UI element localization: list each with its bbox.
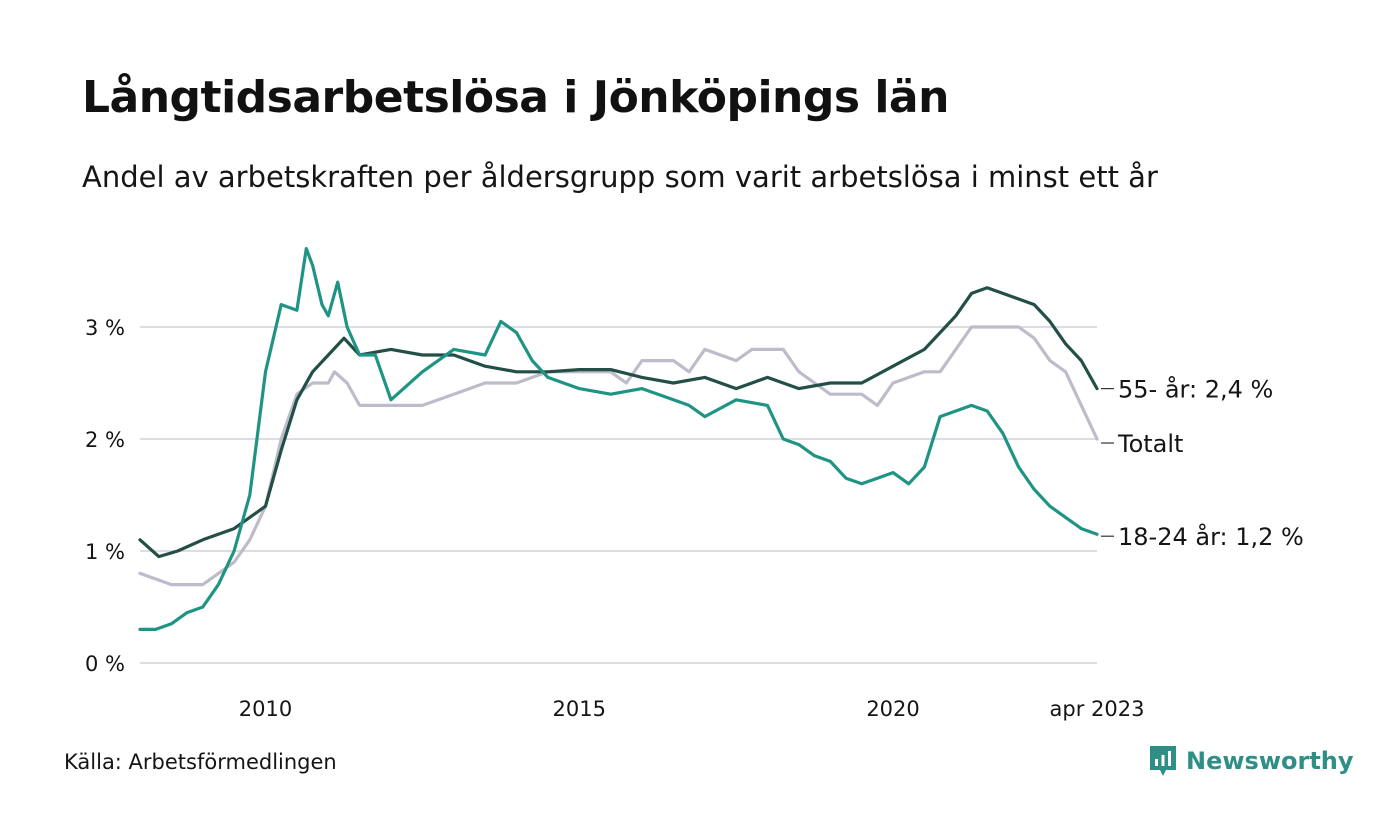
x-tick-label: 2020 [866,697,919,721]
y-tick-label: 1 % [85,540,125,564]
y-tick-label: 0 % [85,652,125,676]
source-note: Källa: Arbetsförmedlingen [64,750,337,774]
chart-title: Långtidsarbetslösa i Jönköpings län [82,72,949,123]
x-tick-label: 2010 [239,697,292,721]
brand-name: Newsworthy [1186,747,1354,775]
series-layer [138,247,1099,632]
x-tick-label: apr 2023 [1050,697,1145,721]
end-label-age18_24: 18-24 år: 1,2 % [1118,522,1304,551]
y-tick-label: 2 % [85,428,125,452]
x-tick-label: 2015 [553,697,606,721]
y-tick-label: 3 % [85,316,125,340]
brand-logo: Newsworthy [1148,744,1354,778]
series-line-total [138,325,1099,587]
x-axis-ticks: 2010 2015 2020 apr 2023 [239,697,1145,721]
grid-layer [140,326,1097,664]
end-labels: Totalt 55- år: 2,4 % 18-24 år: 1,2 % [1101,375,1304,551]
chart-subtitle: Andel av arbetskraften per åldersgrupp s… [82,160,1158,194]
newsworthy-logo-icon [1150,746,1176,776]
series-line-age18_24 [138,247,1099,632]
y-axis-ticks: 0 % 1 % 2 % 3 % [85,316,125,676]
end-label-total: Totalt [1117,430,1183,458]
series-line-age55 [138,286,1099,559]
end-label-age55: 55- år: 2,4 % [1118,375,1273,404]
